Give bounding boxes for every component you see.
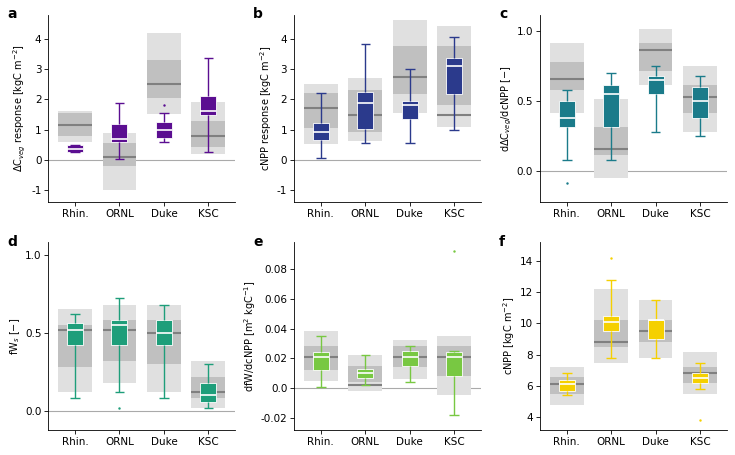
Bar xyxy=(304,84,338,144)
Bar xyxy=(67,324,83,345)
Bar xyxy=(595,99,628,178)
Bar xyxy=(201,96,216,115)
Bar xyxy=(147,320,181,364)
Bar xyxy=(313,123,329,140)
Text: e: e xyxy=(253,235,262,249)
Bar xyxy=(550,377,584,394)
Bar xyxy=(103,143,137,166)
Bar xyxy=(559,101,575,126)
Bar xyxy=(58,325,92,367)
Bar xyxy=(595,320,628,347)
Bar xyxy=(550,62,584,90)
Bar xyxy=(201,383,216,402)
Bar xyxy=(103,320,137,361)
Bar xyxy=(156,122,172,138)
Bar xyxy=(348,355,382,391)
Bar xyxy=(402,351,417,366)
Bar xyxy=(147,305,181,392)
Bar xyxy=(348,366,382,382)
Bar xyxy=(639,43,673,71)
Bar xyxy=(156,320,172,345)
Bar xyxy=(58,111,92,142)
Text: c: c xyxy=(499,7,507,21)
Bar xyxy=(559,380,575,391)
Bar xyxy=(595,289,628,363)
Bar xyxy=(639,320,673,342)
Y-axis label: fW$_s$ [−]: fW$_s$ [−] xyxy=(8,318,22,354)
Bar xyxy=(58,113,92,136)
Bar xyxy=(392,346,426,367)
Bar xyxy=(348,78,382,141)
Bar xyxy=(446,352,462,376)
Bar xyxy=(446,58,462,94)
Bar xyxy=(437,346,471,376)
Bar xyxy=(112,124,127,142)
Bar xyxy=(550,367,584,404)
Bar xyxy=(595,126,628,155)
Bar xyxy=(639,300,673,358)
Bar xyxy=(357,92,373,129)
Text: f: f xyxy=(499,235,505,249)
Bar xyxy=(550,43,584,113)
Bar xyxy=(348,90,382,132)
Bar xyxy=(392,46,426,94)
Bar xyxy=(191,121,225,147)
Bar xyxy=(313,352,329,370)
Bar xyxy=(58,309,92,392)
Bar xyxy=(304,346,338,370)
Bar xyxy=(191,102,225,154)
Bar xyxy=(191,361,225,408)
Bar xyxy=(147,34,181,114)
Bar xyxy=(392,340,426,379)
Bar xyxy=(692,87,708,118)
Text: b: b xyxy=(253,7,263,21)
Bar xyxy=(683,367,717,383)
Bar xyxy=(304,332,338,381)
Bar xyxy=(357,369,373,378)
Bar xyxy=(683,66,717,132)
Y-axis label: dfW/dcNPP [m$^2$ kgC$^{-1}$]: dfW/dcNPP [m$^2$ kgC$^{-1}$] xyxy=(242,280,258,392)
Bar xyxy=(103,133,137,190)
Bar xyxy=(191,377,225,399)
Y-axis label: ΔC$_{veg}$ response [kgC m$^{-2}$]: ΔC$_{veg}$ response [kgC m$^{-2}$] xyxy=(12,45,28,172)
Bar xyxy=(67,145,83,152)
Bar xyxy=(437,46,471,105)
Bar xyxy=(103,305,137,383)
Bar xyxy=(304,93,338,128)
Text: d: d xyxy=(7,235,17,249)
Bar xyxy=(683,352,717,394)
Bar xyxy=(603,316,619,331)
Bar xyxy=(147,60,181,98)
Y-axis label: cNPP [kgC m$^{-2}$]: cNPP [kgC m$^{-2}$] xyxy=(501,297,517,375)
Bar xyxy=(648,320,664,339)
Bar xyxy=(639,29,673,85)
Bar xyxy=(437,26,471,127)
Bar xyxy=(402,101,417,119)
Y-axis label: dΔC$_{veg}$/dcNPP [−]: dΔC$_{veg}$/dcNPP [−] xyxy=(499,65,514,152)
Bar xyxy=(603,85,619,126)
Bar xyxy=(683,85,717,113)
Bar xyxy=(392,20,426,113)
Bar xyxy=(437,336,471,395)
Y-axis label: cNPP response [kgC m$^{-2}$]: cNPP response [kgC m$^{-2}$] xyxy=(258,46,274,171)
Bar xyxy=(648,76,664,95)
Bar xyxy=(692,374,708,383)
Text: a: a xyxy=(7,7,17,21)
Bar xyxy=(112,320,127,345)
